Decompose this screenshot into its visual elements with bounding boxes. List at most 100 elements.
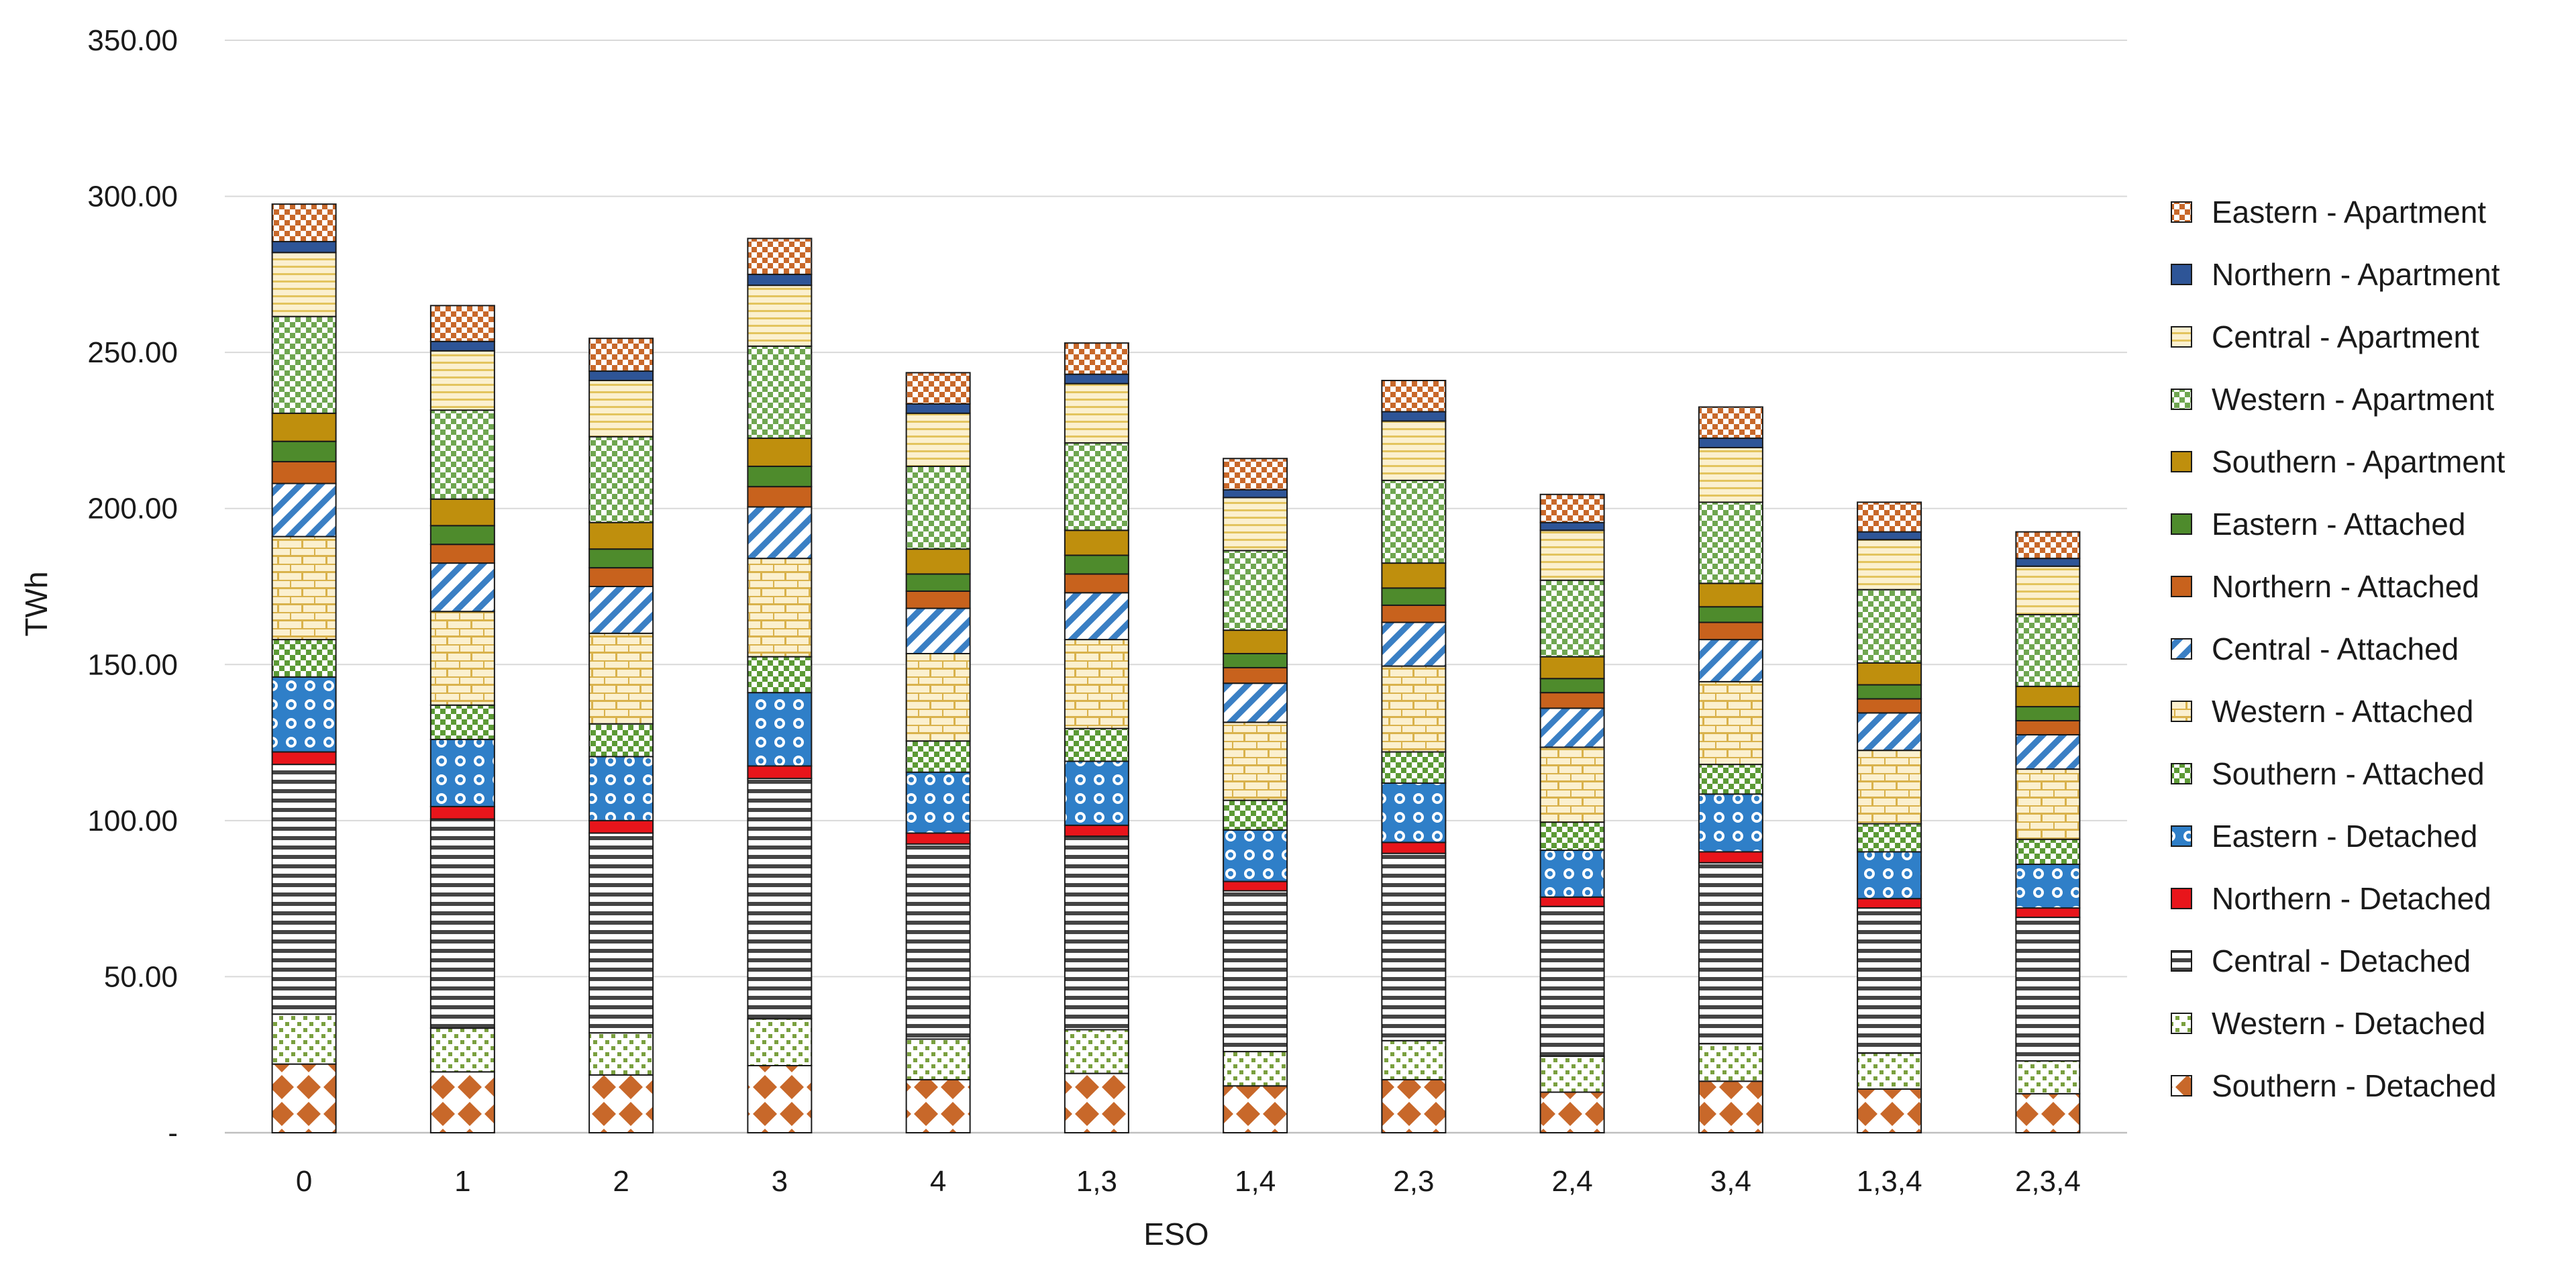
bar-segment	[1539, 529, 1605, 581]
bar-segment	[429, 562, 495, 613]
bar-segment	[271, 412, 337, 442]
bar-segment	[1381, 751, 1447, 784]
legend-swatch	[2171, 701, 2192, 722]
bar-segment	[905, 653, 971, 742]
bar-segment	[747, 438, 813, 467]
bar-segment	[429, 525, 495, 546]
bar-segment	[588, 567, 654, 588]
bar-segment	[1381, 420, 1447, 481]
bar-segment	[588, 586, 654, 634]
legend-label: Southern - Detached	[2212, 1068, 2497, 1103]
legend-label: Western - Apartment	[2212, 382, 2494, 417]
bar-segment	[1857, 1052, 1922, 1090]
bar-segment	[271, 764, 337, 1015]
bar-segment	[1698, 501, 1763, 584]
legend-item: Western - Attached	[2171, 694, 2473, 729]
bar-stack-1,4	[1223, 458, 1288, 1133]
bars	[271, 203, 2081, 1134]
bar-segment	[1223, 629, 1288, 655]
legend-item: Eastern - Attached	[2171, 507, 2465, 542]
bar-segment	[1857, 698, 1922, 714]
bar-segment	[271, 1063, 337, 1134]
legend: Eastern - Apartment Northern - Apartment C…	[2171, 195, 2505, 1103]
bar-segment	[271, 535, 337, 641]
bar-segment	[1064, 373, 1129, 385]
bar-segment	[905, 590, 971, 609]
bar-segment	[1064, 824, 1129, 837]
bar-segment	[1381, 479, 1447, 564]
bar-segment	[429, 544, 495, 564]
x-axis-title: ESO	[1143, 1217, 1208, 1252]
bar-segment	[1698, 1043, 1763, 1082]
bar-segment	[429, 611, 495, 706]
bar-segment	[1857, 662, 1922, 686]
bar-segment	[1698, 406, 1763, 440]
bar-segment	[747, 1018, 813, 1066]
legend-label: Northern - Apartment	[2212, 257, 2500, 292]
legend-item: Eastern - Detached	[2171, 819, 2477, 854]
bar-segment	[588, 1074, 654, 1134]
bar-segment	[1698, 793, 1763, 853]
bar-segment	[1064, 342, 1129, 375]
bar-segment	[429, 738, 495, 807]
bar-segment	[429, 350, 495, 411]
bar-stack-3	[747, 238, 813, 1133]
bar-segment	[1381, 604, 1447, 623]
y-tick-label: 100.00	[87, 805, 178, 837]
bar-segment	[1223, 489, 1288, 499]
bar-segment	[1539, 1091, 1605, 1133]
bar-segment	[2015, 531, 2081, 560]
bar-stack-1	[429, 305, 495, 1133]
bar-segment	[271, 639, 337, 678]
bar-segment	[429, 1027, 495, 1073]
bar-segment	[1698, 639, 1763, 682]
legend-item: Southern - Detached	[2171, 1068, 2497, 1103]
bar-segment	[1857, 898, 1922, 909]
legend-item: Southern - Attached	[2171, 756, 2485, 791]
bar-segment	[271, 440, 337, 462]
y-tick-label: 50.00	[104, 960, 178, 993]
bar-segment	[2015, 1092, 2081, 1134]
bar-segment	[1064, 592, 1129, 641]
bar-segment	[1381, 852, 1447, 1041]
x-tick-label: 2,3,4	[2015, 1165, 2081, 1198]
bar-segment	[588, 756, 654, 821]
bar-segment	[1223, 1085, 1288, 1133]
bar-segment	[1857, 712, 1922, 752]
bar-segment	[905, 1078, 971, 1133]
legend-swatch	[2171, 950, 2192, 972]
bar-segment	[747, 558, 813, 658]
legend-swatch	[2171, 825, 2192, 847]
legend-label: Northern - Attached	[2212, 569, 2479, 604]
legend-item: Northern - Apartment	[2171, 257, 2500, 292]
bar-segment	[1223, 682, 1288, 723]
bar-stack-0	[271, 203, 337, 1134]
bar-segment	[1223, 829, 1288, 882]
bar-segment	[905, 843, 971, 1040]
bar-segment	[1857, 851, 1922, 900]
bar-segment	[429, 818, 495, 1029]
x-tick-label: 4	[930, 1165, 946, 1198]
y-axis-tick-labels: - 50.00 100.00 150.00 200.00 250.00 300.00 350.…	[87, 24, 178, 1150]
bar-segment	[1698, 621, 1763, 641]
bar-segment	[2015, 863, 2081, 909]
legend-swatch	[2171, 576, 2192, 597]
bar-segment	[429, 704, 495, 740]
bar-segment	[1064, 760, 1129, 826]
legend-item: Central - Apartment	[2171, 319, 2479, 354]
bar-segment	[1381, 841, 1447, 854]
bar-segment	[1223, 880, 1288, 892]
bar-segment	[1539, 1056, 1605, 1093]
bar-segment	[747, 285, 813, 347]
bar-segment	[1223, 497, 1288, 552]
bar-segment	[271, 460, 337, 484]
legend-swatch	[2171, 513, 2192, 535]
bar-segment	[905, 403, 971, 414]
bar-segment	[1223, 666, 1288, 684]
x-tick-label: 3	[772, 1165, 788, 1198]
bar-segment	[1539, 905, 1605, 1058]
y-tick-label: -	[168, 1117, 178, 1150]
bar-segment	[1223, 890, 1288, 1053]
bar-segment	[1698, 851, 1763, 864]
legend-label: Eastern - Apartment	[2212, 195, 2486, 229]
